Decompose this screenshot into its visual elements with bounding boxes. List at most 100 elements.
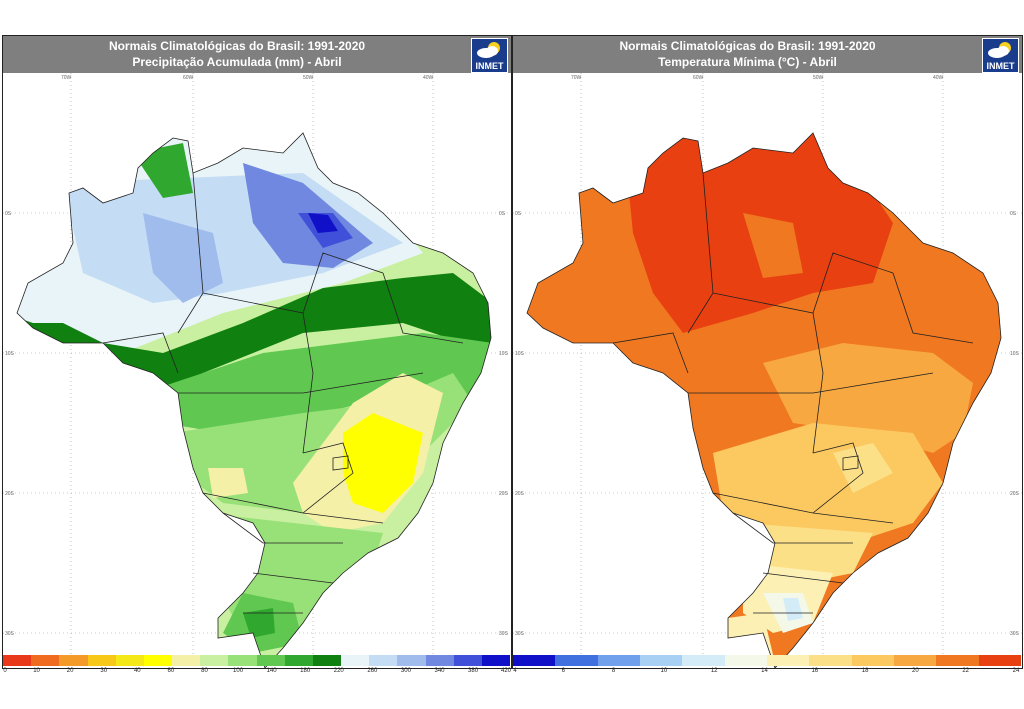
colorbar-swatch — [809, 655, 853, 666]
colorbar-tick-label: 12 — [710, 668, 718, 674]
colorbar-swatch — [369, 655, 398, 666]
colorbar-swatch — [481, 655, 511, 666]
lat-label: 30S — [499, 631, 509, 637]
colorbar-tick-label: 140 — [266, 668, 277, 674]
lat-label: 0S — [499, 211, 506, 217]
lon-label: 70W — [61, 75, 72, 81]
colorbar-swatch — [894, 655, 937, 666]
colorbar-tick-label: 260 — [367, 668, 378, 674]
panel-header: Normais Climatológicas do Brasil: 1991-2… — [513, 36, 1022, 73]
precipitation-colorbar-ticks: 0 10 20 30 40 60 80 100 140 180 220 260 300 340 380 420 — [3, 668, 512, 678]
temperature-colorbar-ticks: 4 6 8 10 12 14 16 18 20 22 24 — [513, 668, 1021, 678]
lat-label: 20S — [499, 491, 509, 497]
colorbar-swatch — [256, 655, 286, 666]
lat-label: 30S — [1010, 631, 1020, 637]
logo-text: INMET — [475, 61, 504, 71]
lon-label: 60W — [693, 75, 704, 81]
colorbar-swatch — [724, 655, 768, 666]
colorbar-swatch — [936, 655, 980, 666]
colorbar-swatch — [682, 655, 726, 666]
colorbar-tick-label: 420 — [500, 668, 512, 674]
lon-label: 40W — [423, 75, 434, 81]
colorbar-swatch — [31, 655, 60, 666]
colorbar-swatch — [3, 655, 32, 666]
colorbar-swatch — [425, 655, 455, 666]
lat-label: 30S — [515, 631, 525, 637]
map-subtitle: Precipitação Acumulada (mm) - Abril — [132, 55, 342, 69]
colorbar-swatch — [767, 655, 810, 666]
colorbar-swatch — [312, 655, 342, 666]
colorbar-swatch — [341, 655, 370, 666]
colorbar-tick-label: 10 — [660, 668, 668, 674]
colorbar-tick-label: 30 — [100, 668, 108, 674]
lon-label: 50W — [813, 75, 824, 81]
colorbar-tick-label: 40 — [133, 668, 141, 674]
colorbar-tick-label: 10 — [33, 668, 40, 674]
colorbar-swatch — [172, 655, 201, 666]
colorbar-tick-label: 4 — [513, 668, 517, 674]
map-subtitle: Temperatura Mínima (°C) - Abril — [658, 55, 837, 69]
precipitation-field — [17, 133, 491, 668]
map-title: Normais Climatológicas do Brasil: 1991-2… — [619, 39, 876, 53]
colorbar-swatch — [228, 655, 257, 666]
lat-label: 30S — [5, 631, 15, 637]
lat-label: 10S — [1010, 351, 1020, 357]
colorbar-tick-label: 60 — [167, 668, 175, 674]
colorbar-swatch — [978, 655, 1022, 666]
lat-label: 20S — [515, 491, 525, 497]
state-borders — [16, 132, 492, 668]
colorbar-tick-label: 220 — [333, 668, 344, 674]
lat-label: 10S — [499, 351, 509, 357]
colorbar-tick-label: 0 — [3, 668, 7, 674]
lon-label: 60W — [183, 75, 194, 81]
colorbar-tick-label: 180 — [300, 668, 311, 674]
colorbar-tick-label: 100 — [233, 668, 244, 674]
min-temperature-map-panel: Normais Climatológicas do Brasil: 1991-2… — [512, 35, 1023, 669]
lat-label: 0S — [1010, 211, 1017, 217]
colorbar-tick-label: 8 — [611, 668, 616, 674]
colorbar-tick-label: 300 — [400, 668, 411, 674]
colorbar-tick-label: 20 — [66, 668, 74, 674]
temperature-field — [527, 133, 1001, 668]
colorbar-swatch — [59, 655, 88, 666]
lon-label: 50W — [303, 75, 314, 81]
cloud-sun-icon — [988, 42, 1011, 58]
colorbar-tick-label: 16 — [811, 668, 819, 674]
colorbar-swatch — [397, 655, 426, 666]
colorbar-tick-label: 24 — [1012, 668, 1020, 674]
colorbar-swatch — [453, 655, 483, 666]
colorbar-swatch — [200, 655, 229, 666]
lon-label: 70W — [571, 75, 582, 81]
colorbar-tick-label: 18 — [861, 668, 869, 674]
logo-text: INMET — [986, 61, 1015, 71]
min-temperature-map: 0S 10S 20S 30S 0S 10S 20S 30S 70W 60W 50… — [513, 73, 1022, 668]
lat-label: 20S — [1010, 491, 1020, 497]
inmet-logo: INMET — [471, 38, 508, 73]
lon-label: 40W — [933, 75, 944, 81]
precipitation-colorbar — [3, 655, 511, 666]
colorbar-tick-label: 6 — [561, 668, 565, 674]
colorbar-tick-label: 22 — [962, 668, 970, 674]
colorbar-swatch — [143, 655, 173, 666]
lat-label: 0S — [5, 211, 12, 217]
cloud-sun-icon — [477, 42, 500, 58]
colorbar-swatch — [851, 655, 895, 666]
colorbar-swatch — [555, 655, 599, 666]
colorbar-swatch — [284, 655, 314, 666]
colorbar-tick-label: 380 — [468, 668, 479, 674]
panel-header: Normais Climatológicas do Brasil: 1991-2… — [3, 36, 511, 73]
colorbar-swatch — [87, 655, 117, 666]
precipitation-map: 0S 10S 20S 30S 0S 10S 20S 30S 70W 60W 50… — [3, 73, 511, 668]
lat-label: 10S — [515, 351, 525, 357]
lat-label: 20S — [5, 491, 15, 497]
temperature-colorbar — [513, 655, 1022, 666]
precipitation-map-panel: Normais Climatológicas do Brasil: 1991-2… — [2, 35, 512, 669]
colorbar-tick-label: 340 — [434, 668, 445, 674]
colorbar-swatch — [115, 655, 145, 666]
colorbar-swatch — [597, 655, 641, 666]
colorbar-swatch — [640, 655, 683, 666]
state-borders — [526, 132, 1002, 668]
colorbar-swatch — [513, 655, 556, 666]
colorbar-tick-label: 14 — [761, 668, 768, 674]
lat-label: 0S — [515, 211, 522, 217]
